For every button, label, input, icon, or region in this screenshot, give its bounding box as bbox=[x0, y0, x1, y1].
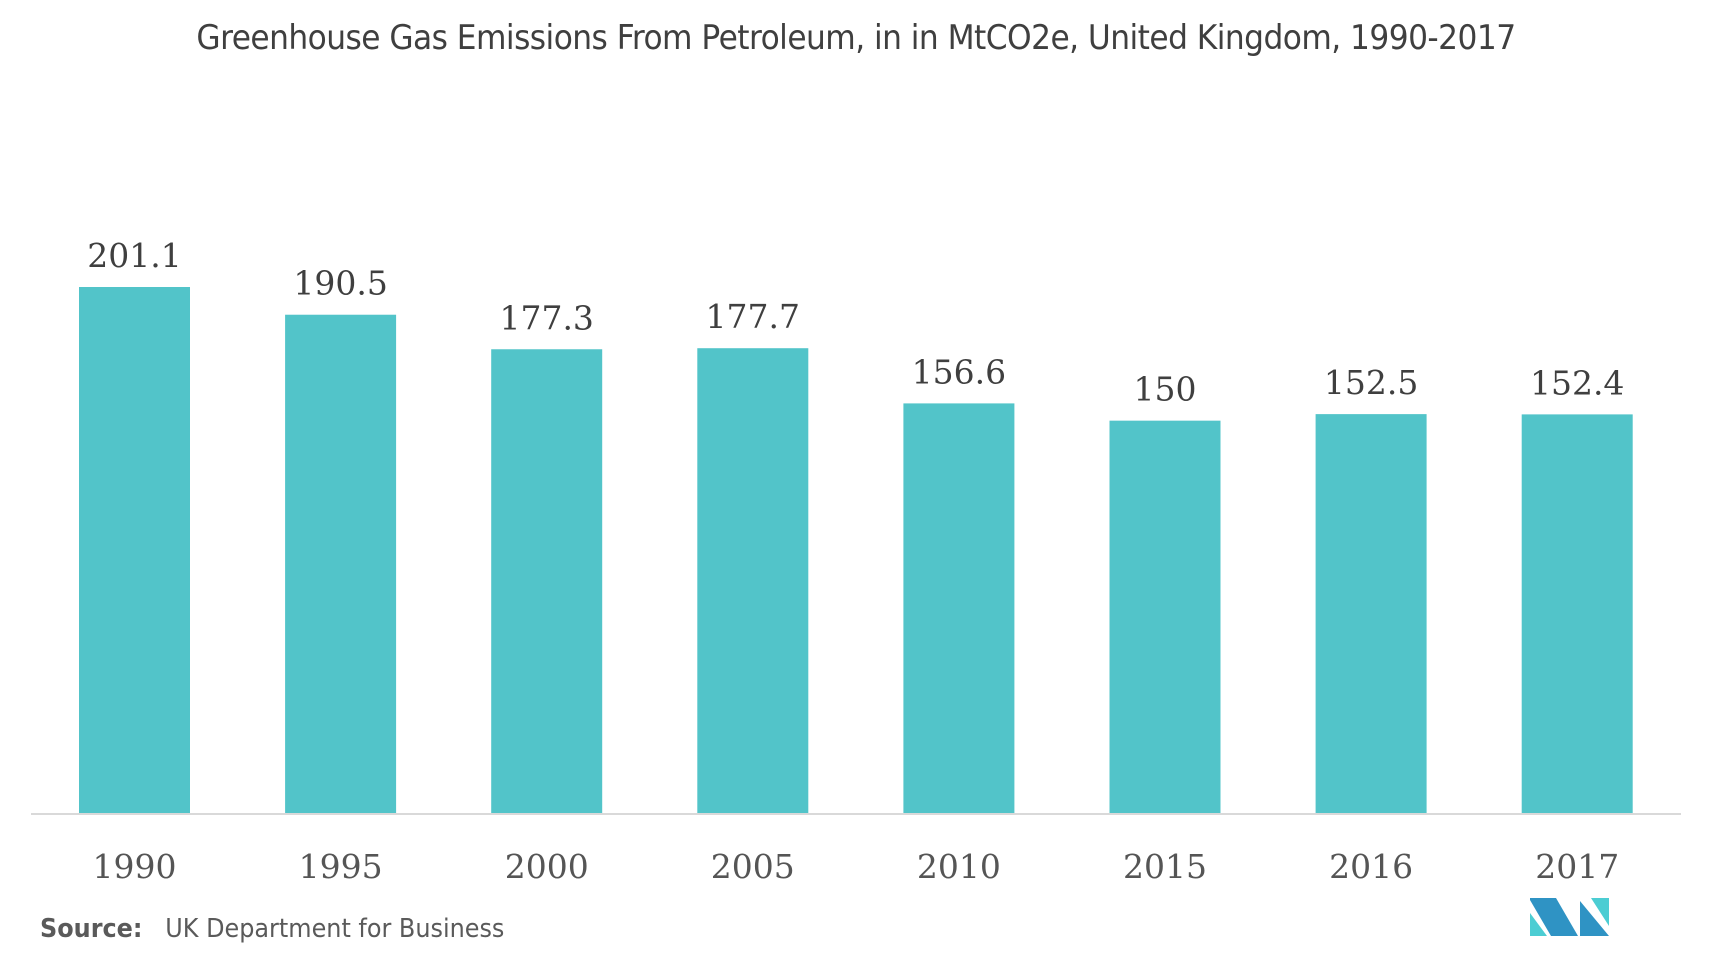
logo-right-dark-shape bbox=[1580, 901, 1609, 936]
bar-2015 bbox=[1109, 420, 1221, 813]
x-tick-label-1995: 1995 bbox=[299, 847, 383, 886]
data-label-2015: 150 bbox=[1134, 370, 1197, 409]
bars-layer bbox=[79, 287, 1633, 813]
company-logo-icon bbox=[1530, 898, 1609, 936]
data-labels-layer: 201.1 190.5 177.3 177.7 156.6 150 152.5 152.4 bbox=[87, 236, 1624, 409]
bar-2016 bbox=[1315, 414, 1427, 813]
x-tick-label-1990: 1990 bbox=[93, 847, 177, 886]
data-label-1990: 201.1 bbox=[87, 236, 181, 275]
chart-title: Greenhouse Gas Emissions From Petroleum,… bbox=[196, 18, 1516, 58]
x-tick-label-2010: 2010 bbox=[917, 847, 1001, 886]
source-spacer bbox=[150, 914, 158, 944]
logo-right-light-shape bbox=[1581, 898, 1609, 926]
x-tick-label-2016: 2016 bbox=[1329, 847, 1413, 886]
source-text: UK Department for Business bbox=[165, 914, 505, 944]
data-label-1995: 190.5 bbox=[293, 264, 387, 303]
data-label-2000: 177.3 bbox=[499, 298, 593, 337]
x-tick-label-2000: 2000 bbox=[505, 847, 589, 886]
data-label-2016: 152.5 bbox=[1324, 363, 1418, 402]
bar-1990 bbox=[79, 287, 190, 813]
source-note: Source: UK Department for Business bbox=[40, 914, 504, 944]
x-tick-label-2017: 2017 bbox=[1535, 847, 1619, 886]
bar-2005 bbox=[697, 348, 809, 813]
data-label-2005: 177.7 bbox=[706, 297, 800, 336]
bar-2017 bbox=[1521, 414, 1633, 813]
data-label-2010: 156.6 bbox=[912, 352, 1006, 391]
bar-2000 bbox=[491, 349, 603, 813]
bar-1995 bbox=[285, 314, 397, 813]
bar-2010 bbox=[903, 403, 1015, 813]
x-tick-labels-layer: 1990 1995 2000 2005 2010 2015 2016 2017 bbox=[93, 847, 1620, 886]
x-tick-label-2015: 2015 bbox=[1123, 847, 1207, 886]
logo-left-light-shape bbox=[1530, 913, 1547, 936]
source-label: Source: bbox=[40, 914, 143, 944]
x-tick-label-2005: 2005 bbox=[711, 847, 795, 886]
data-label-2017: 152.4 bbox=[1530, 363, 1624, 402]
logo-left-dark-shape bbox=[1530, 898, 1578, 936]
